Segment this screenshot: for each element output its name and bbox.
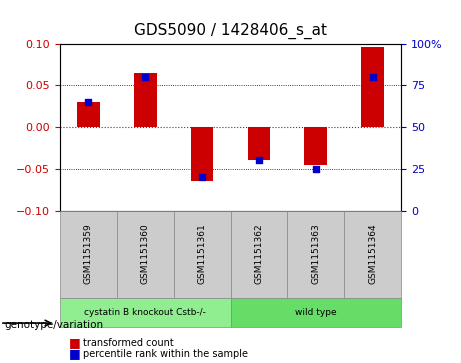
Point [255, 158, 263, 163]
Text: GSM1151360: GSM1151360 [141, 224, 150, 285]
FancyBboxPatch shape [60, 298, 230, 327]
Title: GDS5090 / 1428406_s_at: GDS5090 / 1428406_s_at [134, 23, 327, 40]
Bar [134, 73, 157, 127]
Text: genotype/variation: genotype/variation [5, 320, 104, 330]
Text: ■: ■ [69, 337, 81, 350]
Text: transformed count: transformed count [83, 338, 174, 348]
Text: GSM1151364: GSM1151364 [368, 224, 377, 285]
Point [312, 166, 319, 172]
FancyBboxPatch shape [60, 211, 117, 298]
Point [198, 174, 206, 180]
Bar [77, 102, 100, 127]
Text: GSM1151362: GSM1151362 [254, 224, 263, 285]
Text: percentile rank within the sample: percentile rank within the sample [83, 349, 248, 359]
FancyBboxPatch shape [287, 211, 344, 298]
FancyBboxPatch shape [230, 298, 401, 327]
Point [85, 99, 92, 105]
Bar [361, 47, 384, 127]
Bar [248, 127, 270, 160]
Text: GSM1151359: GSM1151359 [84, 224, 93, 285]
Point [369, 74, 376, 80]
Bar [191, 127, 213, 182]
Text: ■: ■ [69, 347, 81, 360]
Point [142, 74, 149, 80]
FancyBboxPatch shape [117, 211, 174, 298]
Text: wild type: wild type [295, 308, 337, 317]
FancyBboxPatch shape [174, 211, 230, 298]
Text: cystatin B knockout Cstb-/-: cystatin B knockout Cstb-/- [84, 308, 206, 317]
Text: GSM1151361: GSM1151361 [198, 224, 207, 285]
Text: GSM1151363: GSM1151363 [311, 224, 320, 285]
FancyBboxPatch shape [344, 211, 401, 298]
FancyBboxPatch shape [230, 211, 287, 298]
Bar [304, 127, 327, 165]
